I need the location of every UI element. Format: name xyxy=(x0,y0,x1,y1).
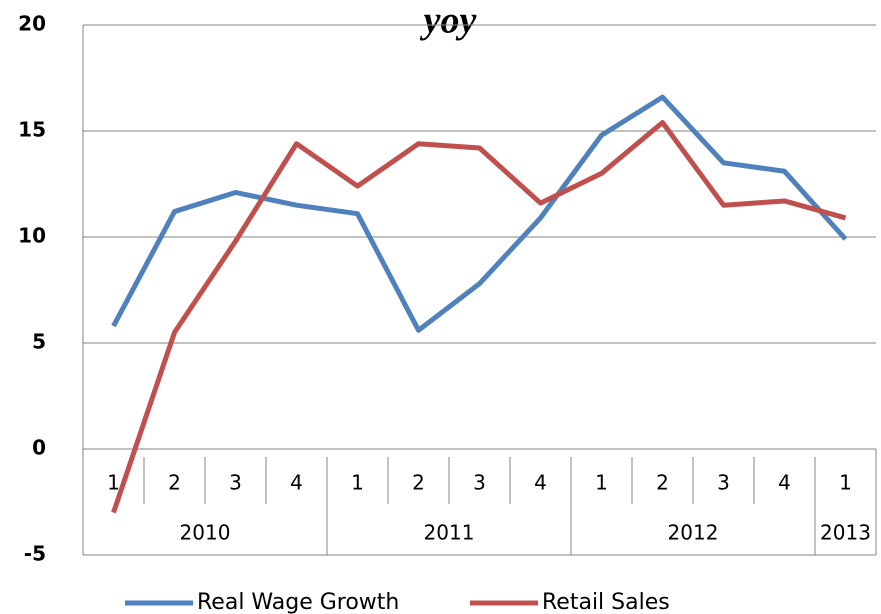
year-label: 2011 xyxy=(424,521,475,545)
x-tick-label: 3 xyxy=(717,471,730,495)
x-tick-label: 3 xyxy=(229,471,242,495)
x-tick-label: 2 xyxy=(412,471,425,495)
legend-label: Retail Sales xyxy=(542,590,670,614)
y-tick-label: 20 xyxy=(18,12,46,36)
x-tick-label: 4 xyxy=(778,471,791,495)
year-label: 2013 xyxy=(820,521,871,545)
year-label: 2010 xyxy=(180,521,231,545)
y-tick-label: -5 xyxy=(24,542,46,566)
y-tick-label: 15 xyxy=(18,118,46,142)
x-tick-label: 1 xyxy=(107,471,120,495)
x-tick-label: 1 xyxy=(595,471,608,495)
x-tick-label: 2 xyxy=(656,471,669,495)
data-line xyxy=(111,94,848,333)
x-tick-label: 4 xyxy=(534,471,547,495)
x-tick-label: 2 xyxy=(168,471,181,495)
data-line xyxy=(111,120,847,514)
y-tick-label: 10 xyxy=(18,224,46,248)
x-tick-label: 4 xyxy=(290,471,303,495)
chart-title: yoy xyxy=(420,0,477,42)
x-tick-label: 1 xyxy=(839,471,852,495)
y-tick-label: 5 xyxy=(32,330,46,354)
x-tick-label: 3 xyxy=(473,471,486,495)
legend-label: Real Wage Growth xyxy=(197,590,399,614)
year-label: 2012 xyxy=(668,521,719,545)
y-tick-label: 0 xyxy=(32,436,46,460)
x-tick-label: 1 xyxy=(351,471,364,495)
